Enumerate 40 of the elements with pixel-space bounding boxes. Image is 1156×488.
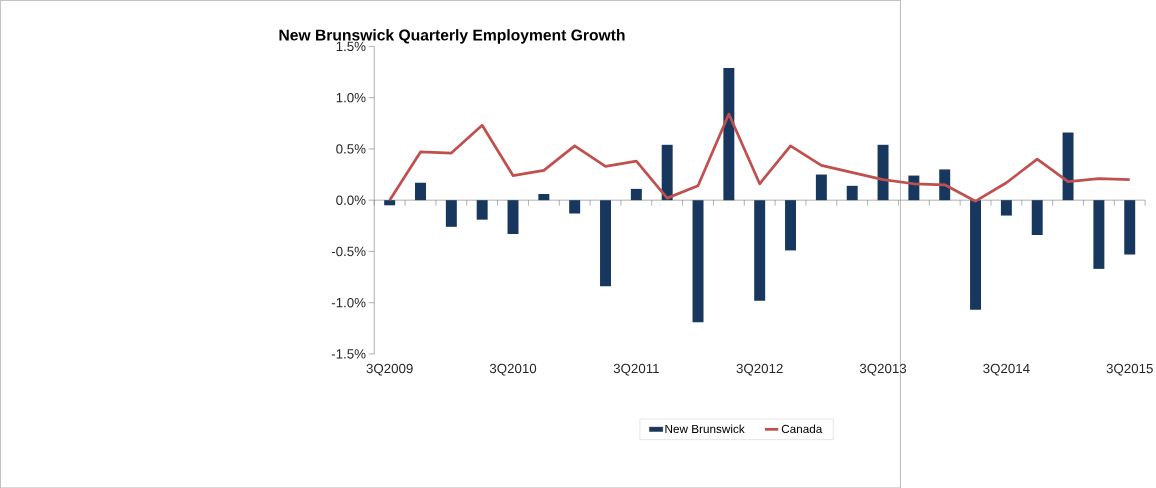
y-tick-label: -1.0% xyxy=(331,297,366,308)
y-tick-label: 1.0% xyxy=(336,92,366,103)
bar xyxy=(723,67,735,200)
x-tick-label: 3Q2011 xyxy=(613,363,659,376)
x-tick-label: 3Q2012 xyxy=(736,363,783,376)
y-tick-label: -0.5% xyxy=(331,246,366,256)
bar xyxy=(970,200,982,310)
bar xyxy=(939,169,951,200)
bar xyxy=(1031,200,1043,235)
bar xyxy=(630,188,642,200)
bar xyxy=(1093,200,1105,269)
bar xyxy=(815,174,827,200)
bar xyxy=(415,182,426,200)
bar xyxy=(692,200,704,322)
bar xyxy=(538,193,550,200)
x-tick-label: 3Q2013 xyxy=(859,363,907,376)
legend-label: New Brunswick xyxy=(665,424,745,433)
bar xyxy=(877,144,889,200)
x-tick-label: 3Q2010 xyxy=(489,363,537,376)
x-tick-label: 3Q2015 xyxy=(1106,363,1153,376)
bar xyxy=(1124,200,1136,255)
bar xyxy=(754,200,766,301)
bar xyxy=(445,200,457,227)
y-tick-label: -1.5% xyxy=(331,349,366,359)
y-tick-label: 0.5% xyxy=(336,144,366,154)
x-tick-label: 3Q2009 xyxy=(366,363,413,376)
bar xyxy=(661,144,673,200)
bar xyxy=(846,185,858,200)
bar xyxy=(384,200,396,206)
bar xyxy=(569,200,581,214)
x-tick-label: 3Q2014 xyxy=(983,363,1030,376)
bar xyxy=(600,200,611,287)
bar xyxy=(476,200,488,220)
bar xyxy=(785,200,797,251)
y-tick-label: 0.0% xyxy=(336,195,366,205)
bar xyxy=(1062,132,1074,200)
legend-label: Canada xyxy=(781,424,823,433)
bar xyxy=(1000,200,1012,216)
bar xyxy=(507,200,519,234)
y-tick-label: 1.5% xyxy=(336,41,366,51)
